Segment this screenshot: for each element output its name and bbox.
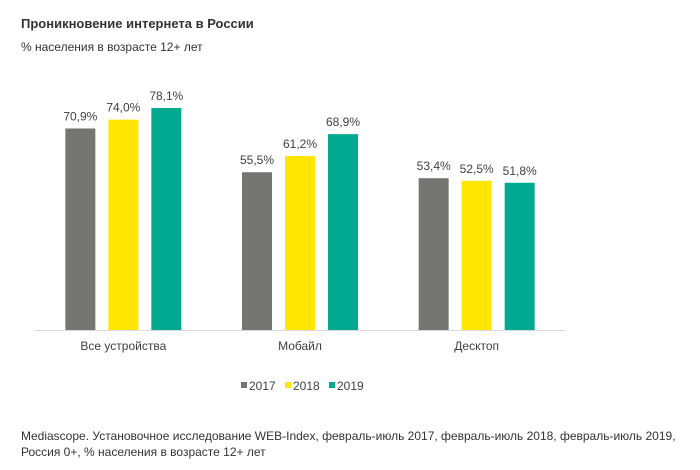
x-tick-label: Десктоп [454, 339, 499, 353]
data-label: 70,9% [63, 109, 97, 123]
bar-2017-2 [242, 172, 272, 330]
data-label: 78,1% [149, 89, 183, 103]
x-tick-label: Все устройства [80, 339, 166, 353]
bar-2019-1 [151, 108, 182, 330]
legend-label-2019: 2019 [337, 379, 364, 393]
data-label: 68,9% [326, 115, 360, 129]
legend-label-2017: 2017 [249, 379, 276, 393]
data-label: 52,5% [460, 162, 494, 176]
source-note: Mediascope. Установочное исследование WE… [21, 429, 676, 459]
data-label: 61,2% [283, 137, 317, 151]
data-label: 55,5% [240, 153, 274, 167]
x-tick-label: Мобайл [278, 339, 322, 353]
data-label: 53,4% [417, 159, 451, 173]
data-label: 74,0% [106, 101, 140, 115]
legend-swatch-2017 [241, 382, 247, 388]
bar-2017-3 [418, 178, 449, 330]
legend-swatch-2019 [329, 382, 335, 388]
chart-subtitle: % населения в возрасте 12+ лет [21, 40, 203, 54]
bar-2019-3 [504, 182, 535, 330]
bar-2017-1 [65, 128, 96, 330]
chart-title: Проникновение интернета в России [21, 16, 254, 31]
bar-2018-2 [285, 156, 315, 330]
data-label: 51,8% [503, 164, 537, 178]
bar-2018-3 [461, 180, 492, 330]
legend-label-2018: 2018 [293, 379, 320, 393]
bar-2018-1 [108, 119, 139, 330]
legend-swatch-2018 [285, 382, 291, 388]
bar-2019-2 [328, 134, 358, 330]
